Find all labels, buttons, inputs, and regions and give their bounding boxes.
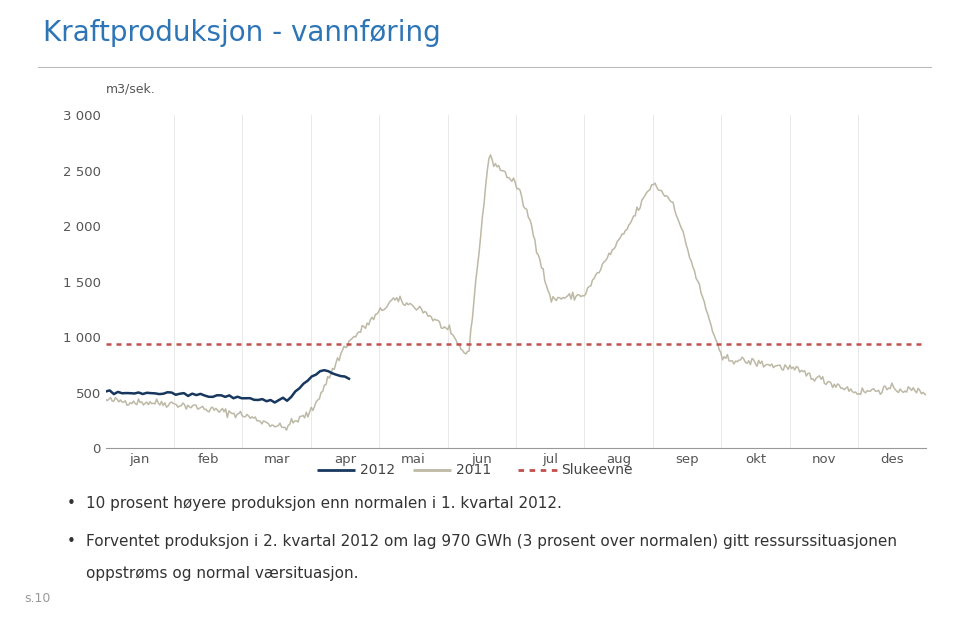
- Text: •: •: [67, 496, 76, 511]
- Text: 2012: 2012: [360, 463, 396, 477]
- Text: 10 prosent høyere produksjon enn normalen i 1. kvartal 2012.: 10 prosent høyere produksjon enn normale…: [86, 496, 563, 511]
- Text: s.10: s.10: [24, 592, 50, 605]
- Text: Slukeevne: Slukeevne: [562, 463, 633, 477]
- Text: oppstrøms og normal værsituasjon.: oppstrøms og normal værsituasjon.: [86, 566, 359, 581]
- Text: 2011: 2011: [456, 463, 492, 477]
- Text: Kraftproduksjon - vannføring: Kraftproduksjon - vannføring: [43, 19, 441, 47]
- Text: Forventet produksjon i 2. kvartal 2012 om lag 970 GWh (3 prosent over normalen) : Forventet produksjon i 2. kvartal 2012 o…: [86, 534, 898, 549]
- Text: •: •: [67, 534, 76, 549]
- Text: m3/sek.: m3/sek.: [106, 83, 156, 96]
